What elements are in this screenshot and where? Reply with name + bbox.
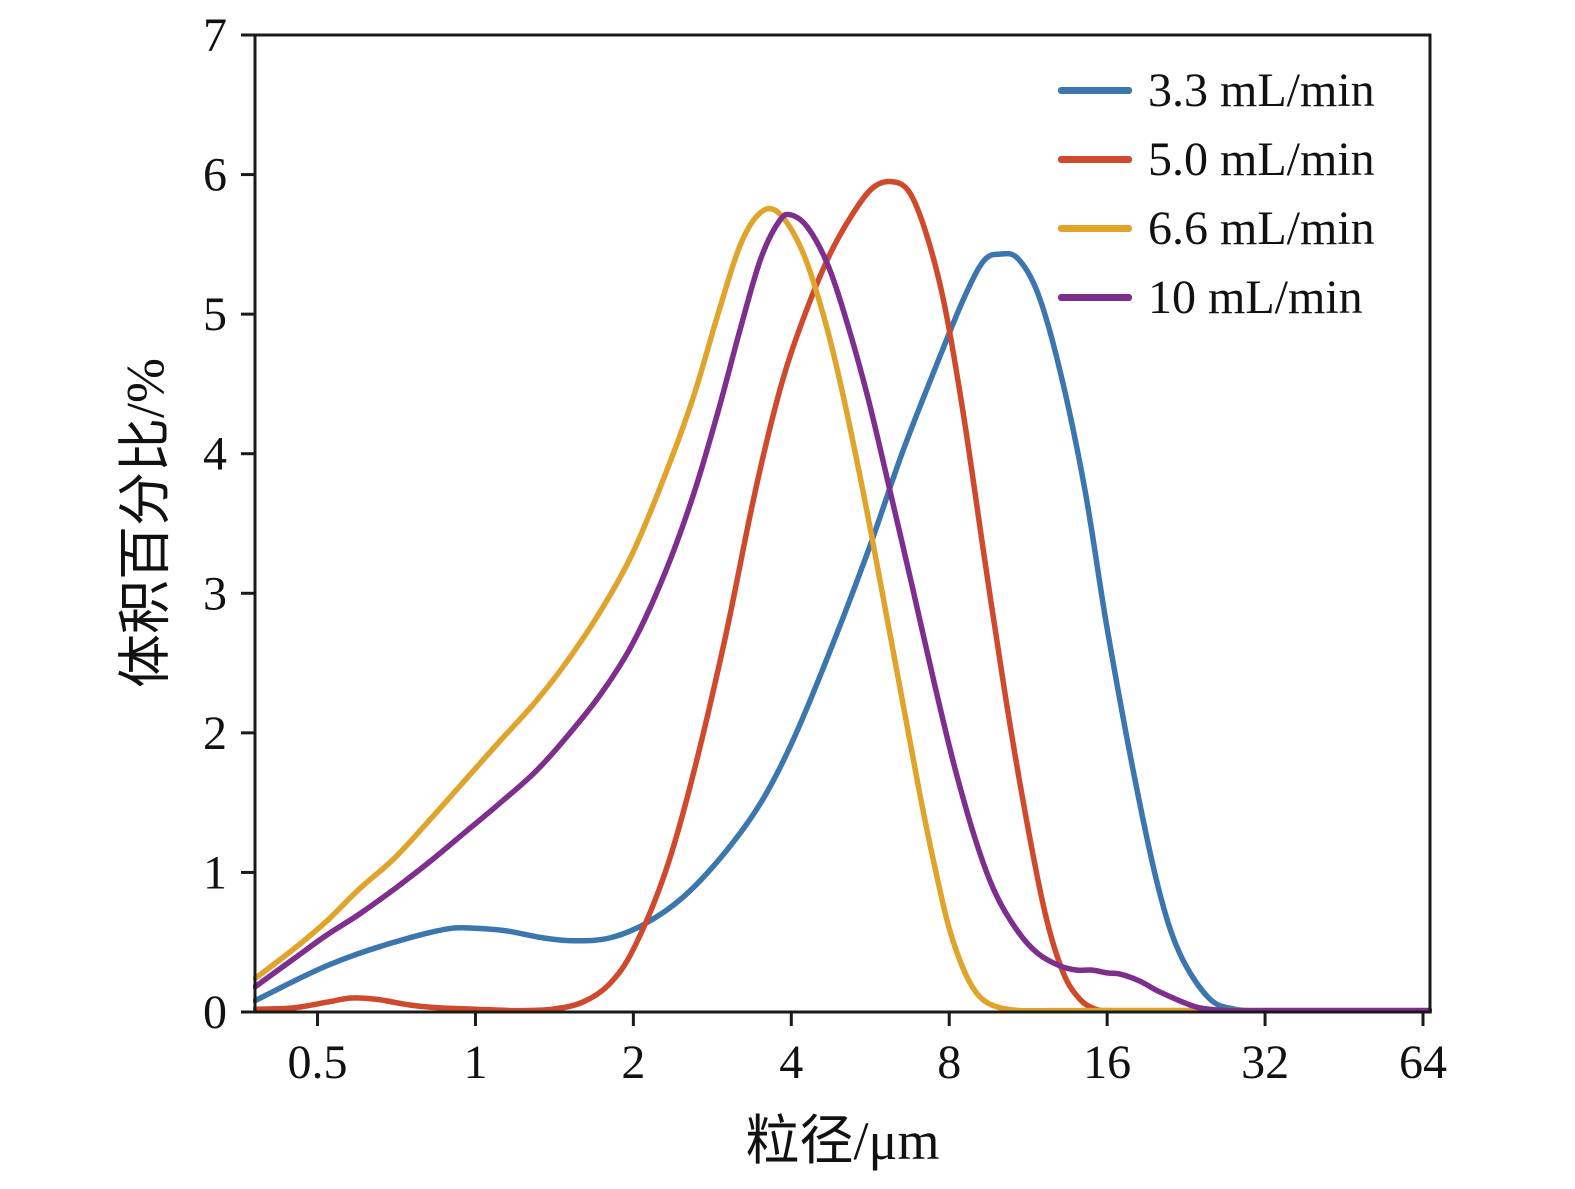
legend-line-sample-icon bbox=[1058, 156, 1132, 163]
svg-text:0: 0 bbox=[203, 986, 227, 1039]
legend-label: 3.3 mL/min bbox=[1148, 63, 1375, 117]
svg-text:64: 64 bbox=[1399, 1036, 1447, 1089]
legend-label: 5.0 mL/min bbox=[1148, 132, 1375, 186]
svg-text:6: 6 bbox=[203, 149, 227, 202]
svg-text:0.5: 0.5 bbox=[288, 1036, 348, 1089]
svg-text:5: 5 bbox=[203, 288, 227, 341]
x-axis-title: 粒径/μm bbox=[745, 1111, 940, 1171]
svg-text:7: 7 bbox=[203, 9, 227, 62]
legend-line-sample-icon bbox=[1058, 294, 1132, 301]
legend-line-sample-icon bbox=[1058, 87, 1132, 94]
legend-item-10: 10 mL/min bbox=[1058, 263, 1375, 332]
svg-text:2: 2 bbox=[621, 1036, 645, 1089]
svg-text:4: 4 bbox=[779, 1036, 803, 1089]
svg-text:32: 32 bbox=[1241, 1036, 1289, 1089]
svg-text:4: 4 bbox=[203, 428, 227, 481]
svg-text:3: 3 bbox=[203, 567, 227, 620]
legend-line-sample-icon bbox=[1058, 225, 1132, 232]
svg-text:1: 1 bbox=[203, 846, 227, 899]
svg-text:2: 2 bbox=[203, 707, 227, 760]
legend-item-5-0: 5.0 mL/min bbox=[1058, 125, 1375, 194]
svg-text:16: 16 bbox=[1083, 1036, 1131, 1089]
legend: 3.3 mL/min 5.0 mL/min 6.6 mL/min 10 mL/m… bbox=[1058, 56, 1375, 332]
svg-text:1: 1 bbox=[463, 1036, 487, 1089]
svg-text:8: 8 bbox=[937, 1036, 961, 1089]
y-axis-title: 体积百分比/% bbox=[115, 358, 176, 688]
legend-label: 10 mL/min bbox=[1148, 270, 1363, 324]
legend-label: 6.6 mL/min bbox=[1148, 201, 1375, 255]
legend-item-3-3: 3.3 mL/min bbox=[1058, 56, 1375, 125]
legend-item-6-6: 6.6 mL/min bbox=[1058, 194, 1375, 263]
